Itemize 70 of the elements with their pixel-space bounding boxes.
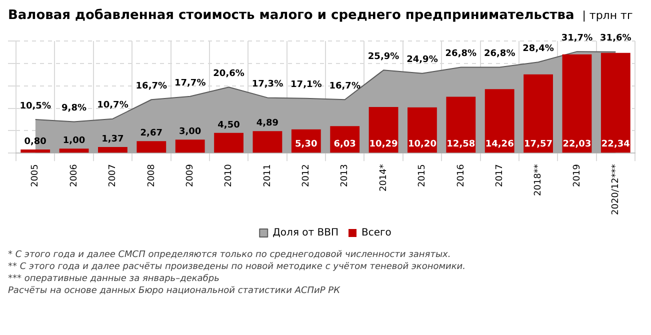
data-label: 3,00 [178,127,202,137]
data-label: 26,8% [484,49,516,60]
text: ** С этого года и далее расчёты произведены по новой методике с учётом теневой экономики. [8,262,467,272]
x-tick-label: 2017 [494,164,505,188]
data-label: 17,57 [524,139,553,150]
data-label: 4,89 [256,118,279,129]
x-tick-label: 2018** [534,164,544,196]
bar [562,54,592,153]
legend-label: Всего [362,228,392,239]
bar [524,74,553,153]
text: * С этого года и далее СМСП определяются только по среднегодовой численности занятых. [8,250,452,260]
text: *** оперативные данные за январь–декабрь [8,274,220,284]
x-tick-label: 2007 [108,164,118,188]
bar [600,52,630,153]
bar [214,132,244,153]
data-label: 12,58 [446,139,476,150]
data-label: 2,67 [140,128,163,138]
chart-subtitle: | трлн тг [582,9,633,22]
data-label: 26,8% [445,49,477,60]
data-label: 24,9% [406,55,438,66]
bar [20,150,50,153]
data-label: 10,20 [408,139,436,150]
data-label: 10,29 [369,139,398,150]
x-tick-label: 2005 [30,164,41,188]
x-tick-label: 2013 [340,164,350,188]
data-label: 28,4% [522,44,554,54]
bar [368,106,398,153]
x-tick-label: 2012 [302,164,312,188]
data-label: 16,7% [136,81,168,92]
data-label: 1,00 [62,136,86,146]
bar [175,140,205,153]
text: Расчёты на основе данных Бюро национальной статистики АСПиР РК [8,286,342,296]
data-label: 10,5% [20,101,51,112]
data-label: 14,26 [485,139,514,150]
data-label: 5,30 [295,139,318,150]
x-tick-label: 2019 [572,164,582,188]
legend-label: Доля от ВВП [272,228,339,239]
x-tick-label: 2020/12*** [611,164,621,215]
x-tick-label: 2016 [456,164,466,188]
x-tick-label: 2014* [378,164,389,192]
x-tick-label: 2008 [146,164,157,188]
data-label: 31,7% [561,33,593,44]
data-label: 17,1% [290,80,322,90]
data-label: 25,9% [368,52,400,62]
data-label: 22,03 [562,139,592,150]
data-label: 20,6% [213,68,244,79]
bar [59,148,89,153]
bar [408,107,437,153]
data-label: 4,50 [218,120,240,130]
bar [136,141,166,153]
x-tick-label: 2011 [262,164,273,188]
data-label: 16,7% [329,81,360,92]
data-label: 17,7% [174,78,206,88]
x-tick-label: 2009 [185,164,196,188]
data-label: 31,6% [600,34,632,44]
chart-title: Валовая добавленная стоимость малого и среднего предпринимательства [8,8,574,23]
bar [446,96,476,153]
data-label: 22,34 [601,139,630,150]
data-label: 9,8% [62,104,87,114]
data-label: 10,7% [97,100,128,111]
data-label: 0,80 [24,136,46,147]
bar [484,89,514,153]
data-label: 1,37 [102,134,124,144]
data-label: 6,03 [334,139,356,150]
x-tick-label: 2010 [224,164,234,188]
data-label: 17,3% [252,80,284,90]
bar [252,131,282,153]
x-tick-label: 2006 [69,164,80,188]
x-tick-label: 2015 [418,164,428,188]
bar [98,146,128,153]
